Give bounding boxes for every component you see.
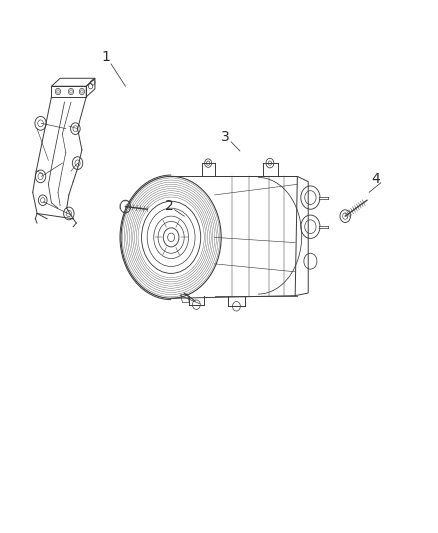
- Text: 4: 4: [371, 172, 380, 186]
- Text: 2: 2: [165, 198, 173, 213]
- Text: 1: 1: [102, 50, 110, 64]
- Text: 3: 3: [221, 130, 230, 143]
